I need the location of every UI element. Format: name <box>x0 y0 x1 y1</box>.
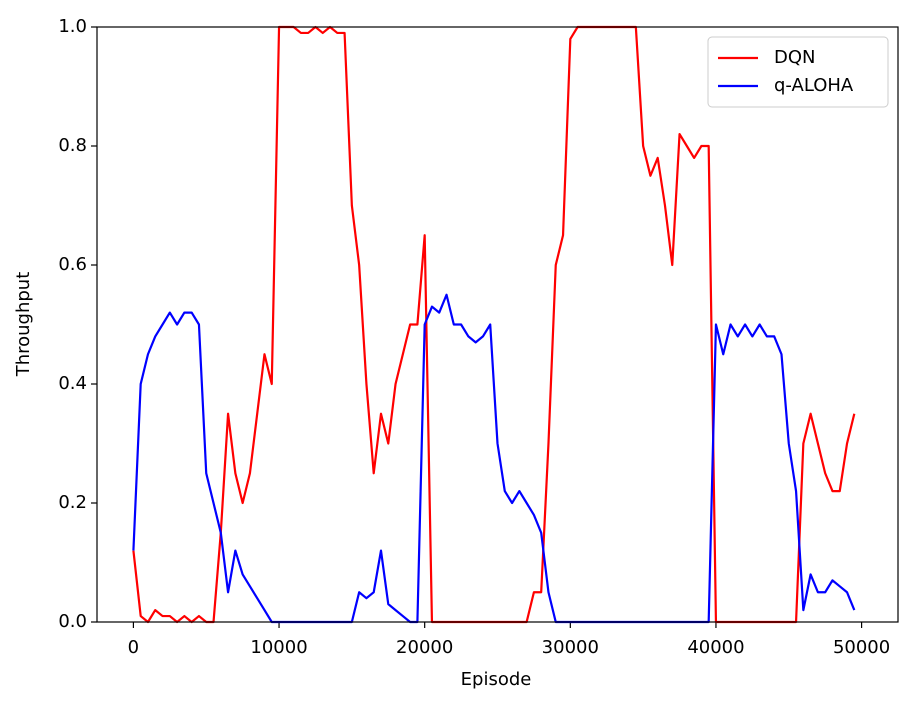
x-tick-label: 50000 <box>833 637 890 658</box>
y-tick-label: 0.0 <box>58 611 87 632</box>
x-tick-label: 40000 <box>687 637 744 658</box>
y-tick-label: 0.2 <box>58 492 87 513</box>
legend-box <box>707 36 889 108</box>
plot-frame <box>96 26 899 623</box>
y-tick-label: 1.0 <box>58 16 87 37</box>
legend-label: DQN <box>774 47 816 68</box>
y-tick-label: 0.8 <box>58 135 87 156</box>
y-tick-label: 0.6 <box>58 254 87 275</box>
y-axis-label: Throughput <box>13 272 34 378</box>
x-tick-label: 30000 <box>542 637 599 658</box>
legend-label: q-ALOHA <box>774 75 854 96</box>
x-axis-label: Episode <box>461 669 532 690</box>
series-line <box>132 293 856 624</box>
x-tick-label: 10000 <box>250 637 307 658</box>
y-tick-label: 0.4 <box>58 373 87 394</box>
x-tick-label: 20000 <box>396 637 453 658</box>
x-tick-label: 0 <box>128 637 139 658</box>
